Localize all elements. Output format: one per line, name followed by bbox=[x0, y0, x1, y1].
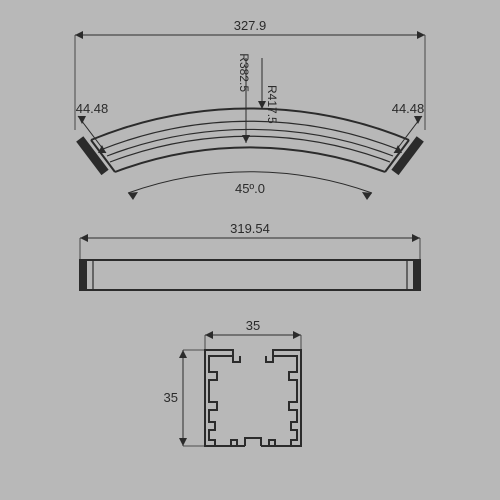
endcap-right-label: 44.48 bbox=[392, 101, 425, 116]
cross-section-view: 35 35 bbox=[164, 318, 301, 446]
inner-radius-label: R382.5 bbox=[237, 53, 251, 92]
straight-length-label: 319.54 bbox=[230, 221, 270, 236]
dim-arc-angle: 45º.0 bbox=[128, 172, 372, 200]
technical-drawing: 327.9 44.48 44. bbox=[0, 0, 500, 500]
curved-track-view: 327.9 44.48 44. bbox=[75, 18, 425, 200]
straight-track-view: 319.54 bbox=[80, 221, 420, 290]
endcap-left-label: 44.48 bbox=[76, 101, 109, 116]
arc-angle-label: 45º.0 bbox=[235, 181, 265, 196]
section-width-label: 35 bbox=[246, 318, 260, 333]
outer-radius-label: R417.5 bbox=[265, 85, 279, 124]
chord-label: 327.9 bbox=[234, 18, 267, 33]
section-height-label: 35 bbox=[164, 390, 178, 405]
